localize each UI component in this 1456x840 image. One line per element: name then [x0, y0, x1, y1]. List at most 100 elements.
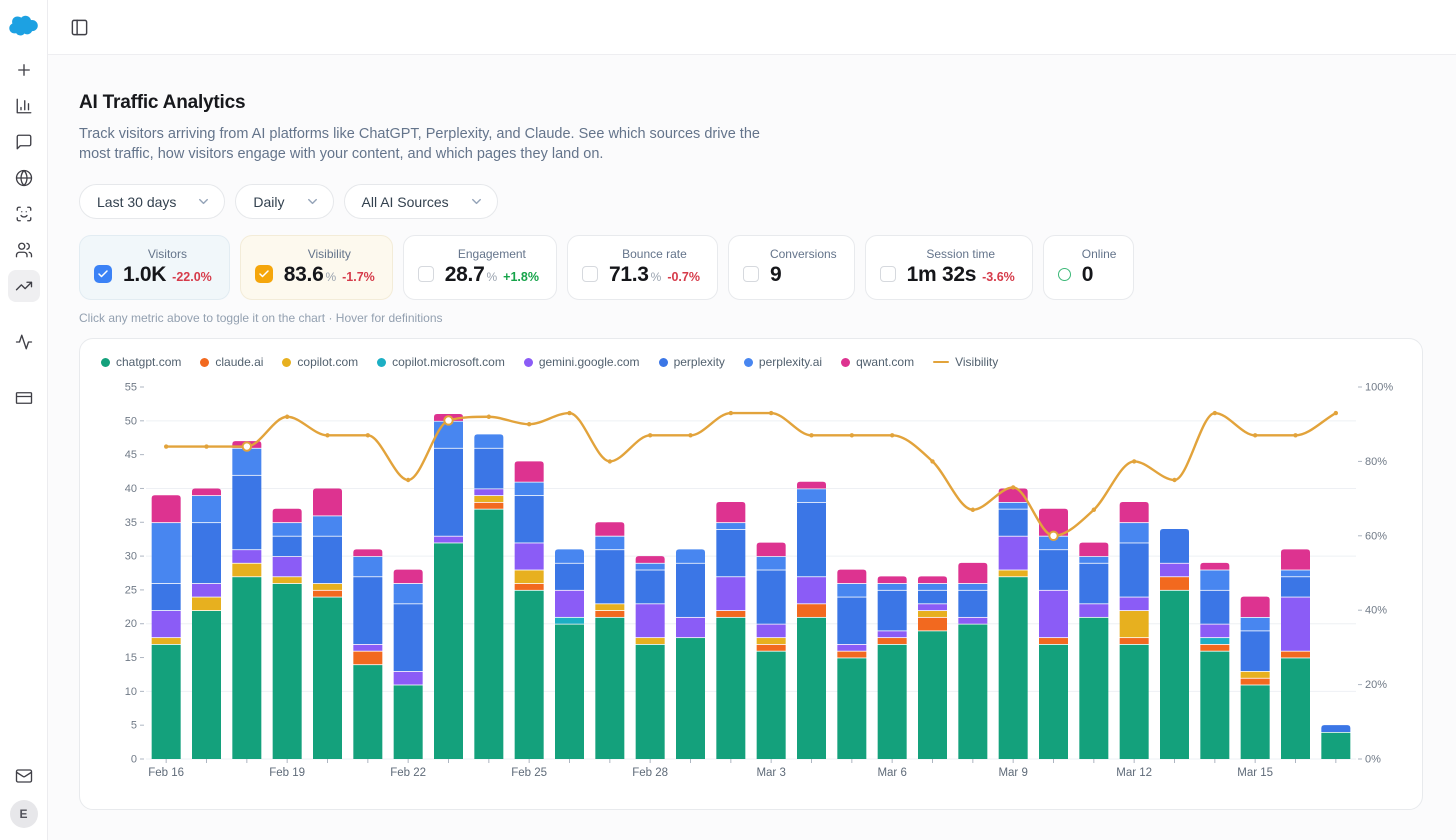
- bar-mar-10[interactable]: [1039, 508, 1068, 759]
- legend-item-claude-ai[interactable]: claude.ai: [200, 355, 263, 369]
- bar-feb-18[interactable]: [232, 441, 262, 759]
- bar-feb-23[interactable]: [434, 414, 463, 759]
- sidebar-item-bar-chart[interactable]: [8, 90, 40, 122]
- visibility-point[interactable]: [930, 459, 935, 464]
- legend-item-perplexity-ai[interactable]: perplexity.ai: [743, 355, 822, 369]
- visibility-point[interactable]: [1172, 477, 1177, 483]
- visibility-point-highlight[interactable]: [1048, 530, 1059, 542]
- bar-mar-17[interactable]: [1321, 725, 1351, 759]
- bar-mar-14[interactable]: [1200, 562, 1230, 759]
- bar-feb-16[interactable]: [151, 495, 181, 759]
- visibility-point[interactable]: [970, 507, 976, 512]
- metric-card-session-time[interactable]: Session time 1m 32s -3.6%: [864, 235, 1033, 300]
- bar-mar-5[interactable]: [837, 569, 867, 759]
- visibility-point[interactable]: [688, 433, 693, 438]
- bar-mar-7[interactable]: [918, 576, 947, 759]
- bar-mar-6[interactable]: [877, 576, 907, 759]
- metric-card-visibility[interactable]: Visibility 83.6% -1.7%: [239, 235, 393, 300]
- visibility-point[interactable]: [728, 410, 734, 416]
- sidebar-item-trending-up[interactable]: [7, 270, 40, 302]
- filter-granularity-dropdown[interactable]: Daily: [235, 184, 334, 219]
- bar-feb-24[interactable]: [474, 434, 504, 759]
- legend-item-perplexity[interactable]: perplexity: [658, 355, 725, 369]
- bar-mar-16[interactable]: [1281, 549, 1310, 759]
- visibility-point[interactable]: [365, 433, 371, 438]
- visibility-point[interactable]: [163, 444, 169, 449]
- sidebar-item-mail[interactable]: [8, 760, 40, 792]
- visibility-point-highlight[interactable]: [241, 441, 253, 452]
- visibility-point[interactable]: [607, 459, 613, 464]
- sidebar-item-credit-card[interactable]: [8, 382, 40, 414]
- metric-card-engagement[interactable]: Engagement 28.7% +1.8%: [402, 235, 557, 300]
- visibility-point[interactable]: [567, 410, 572, 416]
- legend-item-visibility[interactable]: Visibility: [933, 355, 998, 369]
- metric-checkbox-session-time[interactable]: [879, 266, 896, 282]
- legend-item-qwant-com[interactable]: qwant.com: [841, 355, 914, 369]
- avatar[interactable]: E: [9, 800, 38, 828]
- sidebar-item-message-square[interactable]: [8, 126, 40, 158]
- visibility-point[interactable]: [1293, 433, 1298, 438]
- bar-feb-20[interactable]: [313, 488, 342, 759]
- sidebar-item-users[interactable]: [8, 234, 40, 266]
- bar-mar-2[interactable]: [716, 501, 746, 759]
- metric-card-bounce-rate[interactable]: Bounce rate 71.3% -0.7%: [566, 235, 718, 300]
- visibility-point[interactable]: [405, 477, 411, 483]
- sidebar-item-activity[interactable]: [8, 326, 40, 358]
- bar-feb-28[interactable]: [635, 556, 665, 759]
- metric-card-online[interactable]: Online 0: [1042, 235, 1135, 300]
- sidebar-item-globe[interactable]: [8, 162, 40, 194]
- bar-mar-11[interactable]: [1079, 542, 1109, 759]
- visibility-point[interactable]: [647, 433, 653, 438]
- bar-segment-gemini-google-com: [555, 590, 584, 617]
- visibility-point[interactable]: [1333, 410, 1339, 416]
- metric-checkbox-bounce-rate[interactable]: [581, 266, 598, 282]
- bar-feb-27[interactable]: [595, 522, 625, 759]
- bar-feb-26[interactable]: [555, 549, 584, 759]
- legend-item-gemini-google-com[interactable]: gemini.google.com: [523, 355, 640, 369]
- bar-mar-8[interactable]: [958, 562, 988, 759]
- bar-mar-13[interactable]: [1160, 529, 1189, 759]
- metric-checkbox-conversions[interactable]: [742, 266, 759, 282]
- bar-mar-9[interactable]: [998, 488, 1028, 759]
- visibility-point-highlight[interactable]: [443, 415, 454, 426]
- visibility-point[interactable]: [1252, 433, 1258, 438]
- metric-checkbox-visibility[interactable]: [254, 265, 273, 283]
- legend-item-copilot-microsoft-com[interactable]: copilot.microsoft.com: [377, 355, 505, 369]
- bar-mar-4[interactable]: [797, 481, 826, 759]
- filter-ai-sources-dropdown[interactable]: All AI Sources: [343, 184, 498, 219]
- metric-checkbox-visitors[interactable]: [94, 265, 112, 283]
- bar-feb-17[interactable]: [192, 488, 221, 759]
- metric-card-visitors[interactable]: Visitors 1.0K -22.0%: [79, 235, 230, 300]
- bar-mar-12[interactable]: [1119, 501, 1149, 759]
- visibility-point[interactable]: [1131, 459, 1137, 464]
- visibility-point[interactable]: [204, 444, 209, 449]
- bar-mar-15[interactable]: [1240, 596, 1270, 759]
- visibility-point[interactable]: [284, 414, 290, 419]
- sidebar-item-plus[interactable]: [8, 54, 40, 86]
- sidebar-item-scan-face[interactable]: [8, 198, 40, 230]
- bar-segment-claude-ai: [1119, 638, 1149, 645]
- app-logo[interactable]: [8, 14, 39, 36]
- visibility-point[interactable]: [1212, 410, 1218, 416]
- bar-feb-25[interactable]: [514, 461, 544, 759]
- filter-date-range-dropdown[interactable]: Last 30 days: [79, 184, 226, 219]
- visibility-point[interactable]: [1091, 507, 1097, 512]
- visibility-point[interactable]: [1010, 485, 1016, 490]
- visibility-point[interactable]: [325, 433, 330, 438]
- legend-item-chatgpt-com[interactable]: chatgpt.com: [101, 355, 181, 369]
- visibility-point[interactable]: [809, 433, 814, 438]
- bar-feb-19[interactable]: [272, 508, 302, 759]
- visibility-point[interactable]: [889, 433, 895, 438]
- visibility-point[interactable]: [849, 433, 855, 438]
- bar-feb-22[interactable]: [393, 569, 423, 759]
- bar-mar-1[interactable]: [676, 549, 705, 759]
- sidebar-toggle-button[interactable]: [65, 13, 93, 41]
- bar-feb-21[interactable]: [353, 549, 383, 759]
- metric-card-conversions[interactable]: Conversions 9: [727, 235, 855, 300]
- visibility-point[interactable]: [486, 414, 492, 419]
- visibility-point[interactable]: [768, 410, 774, 416]
- bar-mar-3[interactable]: [756, 542, 786, 759]
- visibility-point[interactable]: [526, 422, 532, 427]
- legend-item-copilot-com[interactable]: copilot.com: [282, 355, 358, 369]
- metric-checkbox-engagement[interactable]: [417, 266, 434, 282]
